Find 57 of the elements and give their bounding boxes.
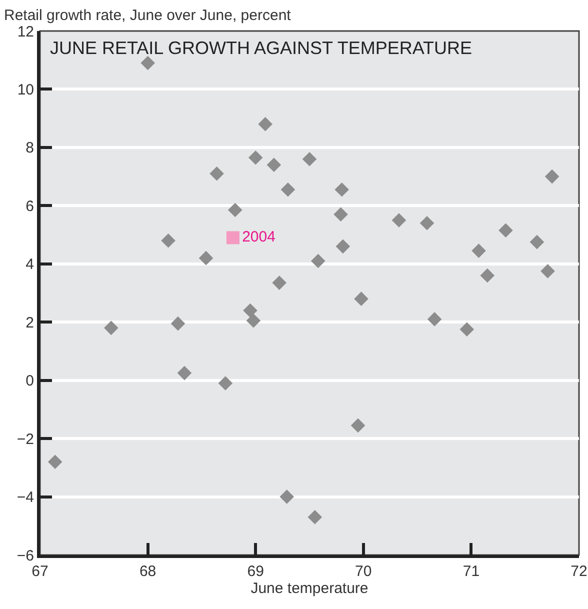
point: [228, 202, 242, 218]
series-label: 2004: [242, 228, 276, 246]
point: [218, 376, 233, 390]
y-tick-label: 10: [17, 81, 34, 98]
y-tick-label: 6: [26, 198, 34, 215]
y-tick-label: 4: [26, 256, 34, 274]
point: [308, 510, 322, 524]
point: [266, 158, 282, 172]
point: [170, 316, 186, 331]
point: [350, 418, 366, 433]
y-tick-label: 0: [26, 372, 34, 390]
point: [272, 276, 286, 290]
y-tick-label: 2: [26, 314, 34, 332]
point: [258, 117, 272, 132]
y-tick-label: 12: [17, 23, 34, 40]
point: [334, 207, 348, 222]
x-tick-label: 70: [355, 563, 372, 580]
point: [530, 234, 544, 250]
point: [198, 250, 214, 266]
y-axis-title: Retail growth rate, June over June, percent: [4, 7, 292, 24]
point: [310, 254, 326, 268]
point: [48, 454, 62, 469]
x-tick-label: 67: [32, 563, 48, 580]
x-tick-label: 71: [462, 563, 480, 580]
point: [104, 320, 118, 336]
y-tick-label: −2: [16, 430, 34, 448]
point: [177, 366, 192, 380]
point: [248, 150, 263, 165]
point: [334, 182, 349, 197]
x-tick-label: 72: [570, 563, 588, 580]
point: [420, 216, 434, 230]
point: [480, 268, 495, 283]
point: [210, 166, 224, 181]
point: [246, 314, 261, 328]
chart-title: JUNE RETAIL GROWTH AGAINST TEMPERATURE: [50, 38, 472, 58]
point: [336, 239, 350, 254]
point: [140, 56, 155, 70]
point: [243, 303, 258, 318]
x-axis-title: June temperature: [250, 580, 368, 597]
point: [460, 322, 474, 337]
point: [498, 223, 513, 238]
point: [544, 169, 560, 184]
point: [540, 264, 555, 278]
point: [161, 233, 176, 248]
point: [280, 182, 296, 197]
point: [472, 244, 486, 258]
y-tick-label: −4: [16, 489, 34, 506]
point: [427, 312, 442, 326]
y-tick-label: −6: [16, 547, 34, 564]
point: [392, 213, 406, 228]
point: [280, 490, 294, 504]
point: [302, 152, 317, 166]
y-tick-label: 8: [26, 140, 34, 157]
x-tick-label: 68: [139, 563, 156, 580]
point: [354, 292, 368, 306]
point: [226, 231, 240, 244]
x-tick-label: 69: [247, 563, 264, 580]
